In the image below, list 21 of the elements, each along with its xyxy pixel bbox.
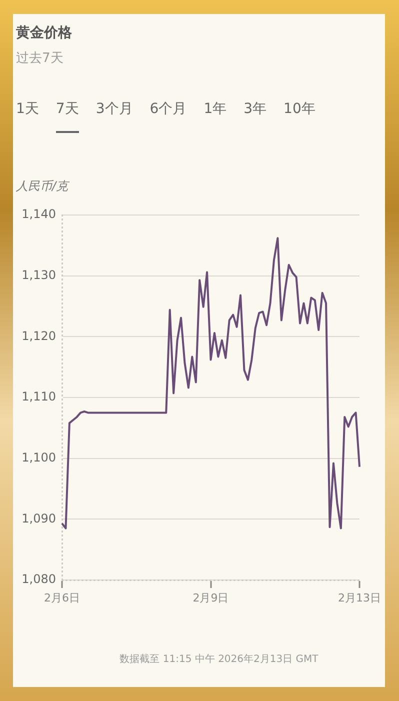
x-tick-label: 2月13日 — [338, 591, 381, 604]
chart-subtitle: 过去7天 — [16, 50, 64, 67]
x-tick-label: 2月9日 — [192, 591, 229, 604]
text: 1天 — [16, 101, 39, 117]
text: 3个月 — [96, 101, 133, 117]
y-tick-label: 1,130 — [22, 268, 56, 282]
text: 数据截至 11:15 中午 2026年2月13日 GMT — [118, 652, 320, 666]
text: 1年 — [204, 101, 227, 117]
y-tick-label: 1,080 — [22, 572, 56, 586]
chart-title: 黄金价格 — [16, 24, 72, 42]
text: 10年 — [284, 101, 316, 117]
y-tick-label: 1,110 — [22, 390, 56, 404]
y-tick-label: 1,120 — [22, 328, 56, 343]
x-tick-label: 2月6日 — [44, 591, 80, 604]
y-tick-label: 1,100 — [22, 450, 56, 464]
text: 7天 — [56, 101, 79, 117]
y-tick-label: 1,090 — [22, 511, 56, 526]
y-tick-label: 1,140 — [22, 207, 56, 222]
y-axis-title: 人民币/克 — [16, 178, 68, 195]
text: 6个月 — [150, 101, 187, 117]
text: 3年 — [244, 101, 267, 117]
